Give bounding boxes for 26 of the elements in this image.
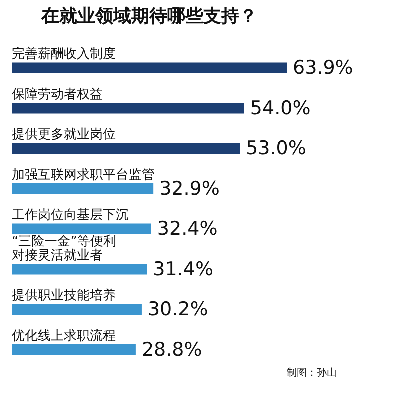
y-tick-label: “三险一金”等便利对接灵活就业者 [12, 234, 116, 264]
y-tick-label: 加强互联网求职平台监管 [12, 168, 155, 183]
bar [12, 143, 240, 154]
bar [12, 224, 152, 235]
data-label: 53.0% [246, 138, 306, 160]
data-label: 32.9% [160, 178, 220, 200]
bar [12, 304, 142, 316]
data-label: 30.2% [148, 298, 208, 321]
bar [12, 183, 154, 194]
y-tick-label: 工作岗位向基层下沉 [12, 208, 129, 224]
y-tick-label: 提供职业技能培养 [12, 288, 116, 304]
bar [12, 344, 136, 356]
data-label: 31.4% [153, 258, 214, 280]
y-tick-label: 完善薪酬收入制度 [12, 46, 116, 62]
y-tick-label: 保障劳动者权益 [12, 87, 103, 102]
bar [12, 102, 244, 114]
data-label: 28.8% [142, 338, 202, 361]
data-label: 63.9% [293, 57, 354, 80]
bar [12, 264, 148, 275]
chart-title: 在就业领域期待哪些支持？ [40, 6, 258, 27]
y-tick-label: 优化线上求职流程 [12, 328, 116, 344]
data-label: 32.4% [157, 218, 218, 240]
data-label: 54.0% [250, 97, 311, 120]
text: 制图：孙山 [287, 367, 337, 379]
y-tick-label: 提供更多就业岗位 [12, 128, 116, 143]
bar [12, 62, 287, 74]
